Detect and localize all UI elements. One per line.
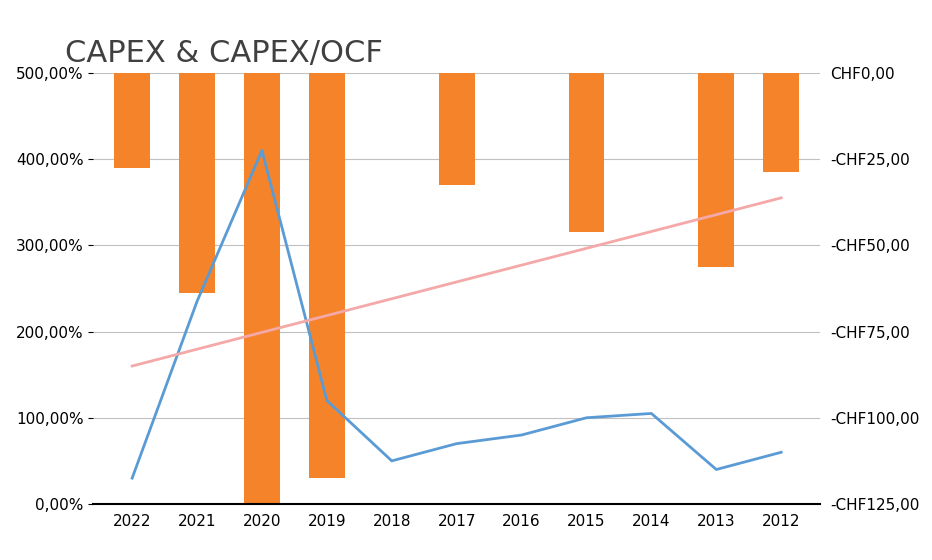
Bar	[634, 0, 669, 73]
Bar	[374, 0, 410, 73]
Bar	[115, 0, 150, 167]
Bar	[179, 0, 215, 293]
Bar	[309, 0, 345, 478]
Bar	[503, 0, 540, 73]
Bar	[698, 0, 734, 267]
Bar	[569, 0, 604, 232]
Bar	[244, 0, 280, 504]
Bar	[439, 0, 474, 185]
Bar	[763, 0, 799, 172]
Text: CAPEX & CAPEX/OCF: CAPEX & CAPEX/OCF	[65, 39, 383, 68]
